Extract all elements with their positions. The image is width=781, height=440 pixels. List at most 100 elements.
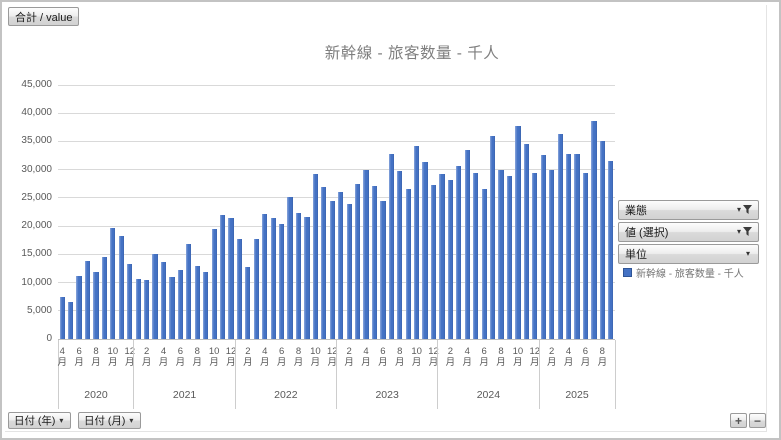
- bar-2023-3: [354, 183, 361, 339]
- legend: 新幹線 - 旅客数量 - 千人: [623, 265, 744, 280]
- bar-2025-1: [540, 155, 546, 339]
- bar-2025-2: [549, 170, 555, 339]
- month-tick-label: 10 月: [208, 346, 220, 368]
- month-tick-label: 8 月: [395, 346, 405, 368]
- month-tick-label: 4 月: [563, 346, 574, 368]
- month-tick-label: 6 月: [175, 346, 186, 368]
- month-tick-label: 8 月: [496, 346, 506, 368]
- legend-label: 新幹線 - 旅客数量 - 千人: [636, 269, 744, 280]
- month-tick-label: 8 月: [192, 346, 202, 368]
- month-tick-label: 6 月: [276, 346, 287, 368]
- y-tick-label: 35,000: [21, 135, 52, 147]
- month-tick-label: 6 月: [580, 346, 591, 368]
- filter-icon: [743, 205, 752, 215]
- bar-2022-6: [279, 223, 285, 339]
- month-tick-label: 2 月: [344, 346, 354, 368]
- bar-2023-9: [405, 189, 411, 339]
- year-section-divider: [437, 340, 439, 409]
- bar-2022-2: [245, 266, 251, 339]
- bar-2022-4: [262, 213, 268, 339]
- bar-2022-11: [321, 187, 327, 339]
- month-tick-label: 4 月: [259, 346, 270, 368]
- bar-2021-7: [186, 243, 192, 339]
- month-tick-label: 8 月: [293, 346, 304, 368]
- year-label: 2020: [84, 389, 108, 401]
- bar-2025-3: [557, 134, 563, 339]
- bar-2024-10: [515, 126, 521, 339]
- bar-2025-6: [582, 173, 589, 339]
- month-tick-label: 8 月: [91, 346, 101, 368]
- value-field-button[interactable]: 合計 / value: [8, 7, 80, 26]
- bar-2021-3: [152, 254, 158, 339]
- bar-2023-6: [380, 201, 386, 339]
- year-section-divider: [614, 340, 616, 409]
- dropdown-arrow-icon: ▾: [59, 415, 64, 425]
- gridline: [58, 225, 615, 227]
- month-tick-label: 10 月: [411, 346, 422, 368]
- bar-2024-8: [498, 170, 504, 339]
- dropdown-arrow-icon: ▾: [129, 415, 134, 425]
- year-label: 2025: [565, 389, 589, 401]
- field-button-value-select[interactable]: 値 (選択) ▾: [618, 222, 759, 242]
- dropdown-arrow-icon: ▾: [736, 227, 741, 236]
- year-label: 2021: [172, 389, 197, 401]
- month-tick-label: 2 月: [445, 346, 456, 368]
- month-tick-label: 12 月: [428, 346, 439, 368]
- bar-2022-1: [236, 239, 243, 339]
- bar-2020-12: [127, 263, 133, 339]
- filter-icon: [743, 227, 752, 237]
- collapse-button[interactable]: −: [749, 413, 766, 428]
- bar-2025-4: [565, 154, 572, 339]
- bar-2024-12: [532, 172, 538, 339]
- year-section-divider: [538, 340, 540, 409]
- month-tick-label: 12 月: [225, 346, 237, 368]
- y-tick-label: 15,000: [21, 248, 52, 260]
- bar-2021-4: [160, 262, 167, 339]
- gridline: [58, 253, 615, 255]
- y-tick-label: 40,000: [21, 107, 52, 119]
- chart-object-bottom-edge: [5, 431, 766, 432]
- bar-2021-8: [194, 266, 200, 339]
- bar-2023-12: [430, 185, 437, 339]
- month-tick-label: 10 月: [310, 346, 321, 368]
- gridline: [58, 310, 615, 312]
- bar-2020-4: [59, 297, 65, 339]
- month-tick-label: 4 月: [158, 346, 169, 368]
- field-button-unit[interactable]: 単位 ▾: [618, 244, 759, 264]
- axis-field-button-date-month[interactable]: 日付 (月) ▾: [78, 412, 142, 429]
- bar-2020-8: [93, 271, 99, 339]
- y-axis-labels: 0 5,000 10,000 15,000 20,000 25,000 30,000 35,0…: [2, 79, 52, 344]
- bar-2024-7: [490, 136, 496, 339]
- month-tick-label: 10 月: [107, 346, 119, 368]
- month-tick-label: 12 月: [326, 346, 338, 368]
- chart-object-right-edge: [766, 5, 767, 432]
- bar-2020-5: [68, 302, 74, 339]
- bar-2023-1: [338, 192, 344, 339]
- year-section-divider: [133, 340, 135, 409]
- bar-2021-12: [228, 218, 234, 339]
- month-tick-label: 2 月: [141, 346, 152, 368]
- y-tick-label: 10,000: [21, 276, 52, 288]
- category-axis: 2020 4 月 6 月 8 月 10 月 12 月 2021 2 月 4 月 6 月 8 月 10 …: [57, 339, 616, 409]
- gridline: [58, 282, 615, 284]
- bar-2023-11: [422, 161, 428, 339]
- bar-2020-11: [118, 235, 124, 339]
- y-tick-label: 5,000: [26, 304, 52, 316]
- bar-2024-6: [481, 188, 487, 339]
- bar-2022-12: [329, 200, 335, 339]
- y-tick-label: 45,000: [21, 79, 52, 90]
- bar-2022-7: [287, 197, 293, 339]
- field-button-label: 単位: [625, 249, 647, 261]
- bar-2025-5: [574, 153, 580, 339]
- axis-field-button-date-year[interactable]: 日付 (年) ▾: [8, 412, 72, 429]
- year-label: 2024: [476, 389, 501, 401]
- axis-field-label: 日付 (年): [14, 415, 56, 427]
- expand-button[interactable]: +: [730, 413, 747, 428]
- year-label: 2022: [274, 389, 298, 401]
- month-tick-label: 6 月: [378, 346, 388, 368]
- bar-2021-1: [135, 278, 141, 339]
- gridline: [58, 84, 615, 86]
- bar-2023-7: [388, 153, 394, 339]
- bar-2025-7: [591, 121, 597, 339]
- field-button-gyotai[interactable]: 業態 ▾: [618, 200, 759, 220]
